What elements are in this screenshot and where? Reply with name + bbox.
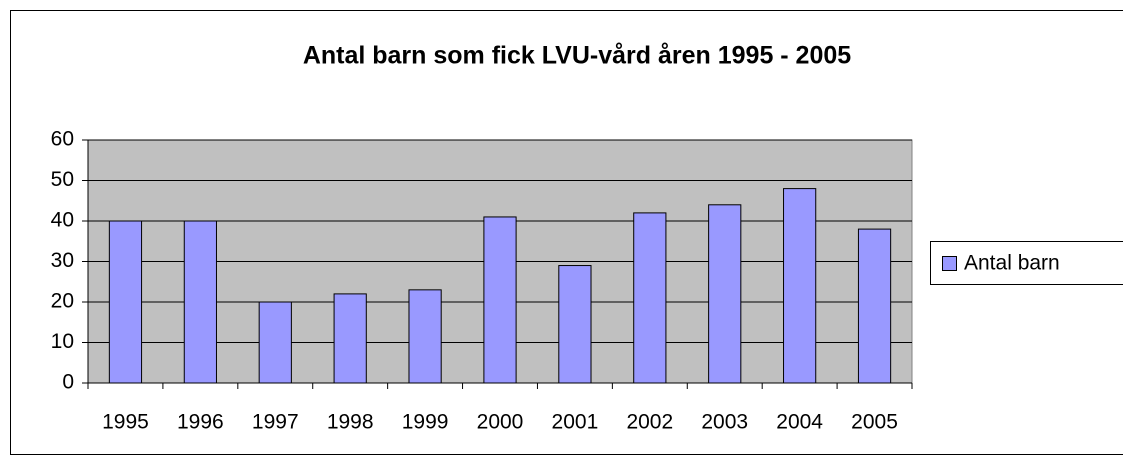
bar — [783, 188, 817, 384]
bar — [258, 301, 292, 384]
chart-title: Antal barn som fick LVU-vård åren 1995 -… — [303, 42, 851, 70]
y-tick-label: 40 — [51, 209, 74, 232]
y-tick-label: 30 — [51, 249, 74, 272]
x-tick-label: 1998 — [327, 411, 374, 434]
y-tick-label: 10 — [51, 330, 74, 353]
legend — [930, 241, 1123, 285]
x-tick-label: 2002 — [626, 411, 673, 434]
bar — [857, 228, 892, 384]
x-tick-label: 1999 — [402, 411, 449, 434]
x-tick-label: 1996 — [177, 411, 224, 434]
bar — [708, 204, 742, 384]
bar — [183, 220, 217, 384]
y-tick-label: 50 — [51, 168, 74, 191]
legend-label: Antal barn — [964, 252, 1060, 275]
y-tick-label: 60 — [51, 128, 74, 151]
y-tick-label: 0 — [62, 371, 74, 394]
x-tick-label: 1995 — [102, 411, 149, 434]
bar — [333, 293, 367, 384]
x-tick-label: 2000 — [477, 411, 524, 434]
x-tick-label: 2001 — [552, 411, 599, 434]
x-tick-label: 2005 — [851, 411, 898, 434]
x-tick-label: 2004 — [776, 411, 823, 434]
x-tick-label: 2003 — [701, 411, 748, 434]
bar — [483, 216, 517, 384]
bar — [633, 212, 667, 384]
bar — [108, 220, 143, 384]
bar — [408, 289, 442, 384]
y-tick-label: 20 — [51, 290, 74, 313]
bar — [558, 265, 592, 384]
legend-swatch — [942, 256, 957, 271]
x-tick-label: 1997 — [252, 411, 299, 434]
